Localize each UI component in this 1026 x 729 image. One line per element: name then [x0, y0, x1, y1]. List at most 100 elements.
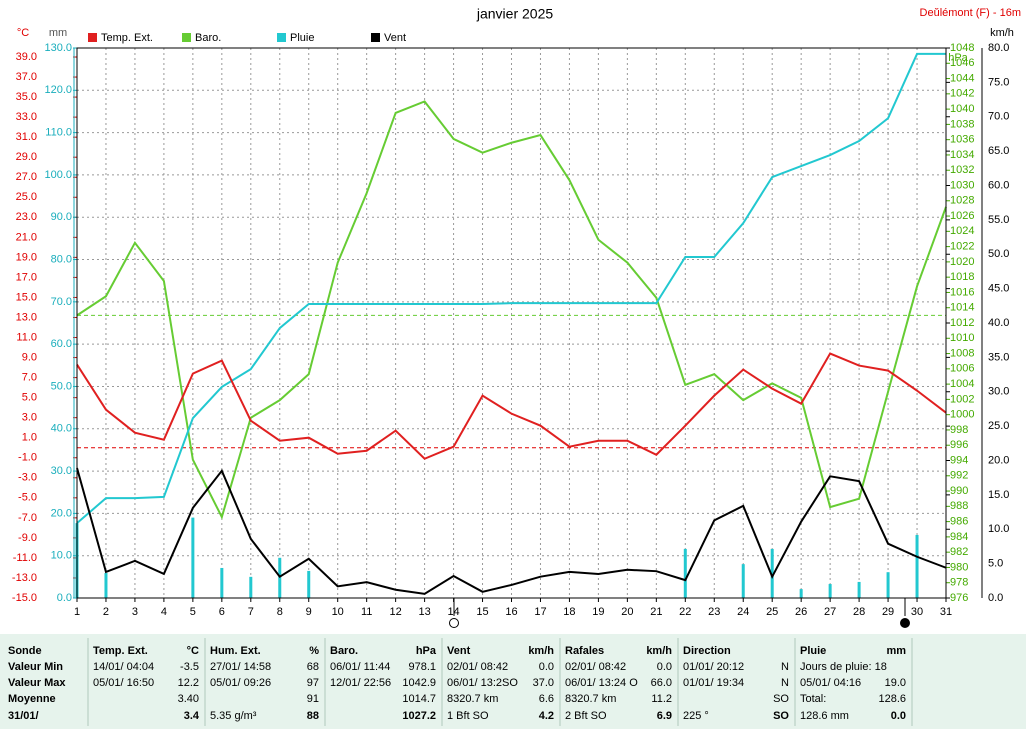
pressure-tick-label: 1004 [950, 378, 974, 390]
x-tick-label: 25 [766, 606, 778, 618]
rain-bar [220, 567, 224, 598]
table-unit: hPa [416, 645, 437, 657]
x-tick-label: 26 [795, 606, 807, 618]
temp-tick-label: 19.0 [16, 251, 37, 263]
table-header: Temp. Ext. [93, 645, 148, 657]
station-name: Deŭlémont (F) - 16m [920, 7, 1021, 19]
pressure-tick-label: 986 [950, 516, 968, 528]
x-tick-label: 28 [853, 606, 865, 618]
table-cell: 1 Bft SO [447, 710, 489, 722]
table-unit: km/h [646, 645, 672, 657]
wind-tick-label: 55.0 [988, 214, 1009, 226]
table-cell: 978.1 [408, 661, 436, 673]
table-cell: 66.0 [651, 677, 672, 689]
x-tick-label: 8 [277, 606, 283, 618]
x-tick-label: 20 [621, 606, 633, 618]
wind-tick-label: 35.0 [988, 351, 1009, 363]
x-tick-label: 9 [306, 606, 312, 618]
series-line [76, 467, 947, 595]
x-tick-label: 16 [505, 606, 517, 618]
pressure-tick-label: 1002 [950, 393, 974, 405]
table-unit: km/h [528, 645, 554, 657]
wind-tick-label: 15.0 [988, 489, 1009, 501]
table-cell: 05/01/ 09:26 [210, 677, 271, 689]
pressure-tick-label: 1000 [950, 409, 974, 421]
temp-tick-label: -1.0 [18, 452, 37, 464]
temp-tick-label: 35.0 [16, 91, 37, 103]
table-cell: 06/01/ 13:2SO [447, 677, 518, 689]
temp-tick-label: 23.0 [16, 211, 37, 223]
pressure-tick-label: 996 [950, 439, 968, 451]
temp-tick-label: 27.0 [16, 171, 37, 183]
x-tick-label: 10 [332, 606, 344, 618]
table-cell: 2 Bft SO [565, 710, 607, 722]
table-cell: 8320.7 km [565, 693, 616, 705]
plot-frame [76, 47, 947, 599]
legend-label: Baro. [195, 32, 221, 44]
table-cell: Valeur Max [8, 677, 66, 689]
table-cell: N [781, 661, 789, 673]
table-cell: Total: [800, 693, 826, 705]
temp-tick-label: -7.0 [18, 512, 37, 524]
temp-tick-label: 37.0 [16, 71, 37, 83]
table-cell: 1042.9 [402, 677, 436, 689]
pressure-tick-label: 976 [950, 592, 968, 604]
wind-tick-label: 30.0 [988, 386, 1009, 398]
table-cell: 1014.7 [402, 693, 436, 705]
table-cell: 05/01/ 04:16 [800, 677, 861, 689]
legend-label: Temp. Ext. [101, 32, 153, 44]
table-cell: 31/01/ [8, 710, 39, 722]
x-tick-label: 2 [103, 606, 109, 618]
table-cell: 128.6 [878, 693, 906, 705]
temp-tick-label: -15.0 [12, 592, 37, 604]
temp-axis-label: °C [17, 27, 29, 39]
table-unit: °C [187, 645, 199, 657]
table-cell: 4.2 [539, 710, 554, 722]
table-cell: 6.6 [539, 693, 554, 705]
rain-tick-label: 100.0 [44, 169, 72, 181]
table-header: Baro. [330, 645, 358, 657]
rain-tick-label: 120.0 [44, 84, 72, 96]
table-cell: 225 ° [683, 710, 709, 722]
x-tick-label: 14 [447, 606, 459, 618]
rain-tick-label: 40.0 [51, 423, 72, 435]
temp-tick-label: -11.0 [13, 552, 37, 564]
table-cell: 06/01/ 13:24 O [565, 677, 638, 689]
table-header: Rafales [565, 645, 604, 657]
x-tick-label: 31 [940, 606, 952, 618]
temp-tick-label: 33.0 [16, 111, 37, 123]
x-tick-label: 1 [74, 606, 80, 618]
table-cell: 1027.2 [402, 710, 436, 722]
wind-tick-label: 75.0 [988, 76, 1009, 88]
table-cell: 68 [307, 661, 319, 673]
x-tick-label: 29 [882, 606, 894, 618]
rain-tick-label: 0.0 [57, 592, 72, 604]
table-cell: Valeur Min [8, 661, 63, 673]
temp-tick-label: 5.0 [22, 392, 37, 404]
table-cell: 91 [307, 693, 319, 705]
pressure-tick-label: 980 [950, 561, 968, 573]
temp-tick-label: 31.0 [16, 131, 37, 143]
pressure-tick-label: 1028 [950, 195, 974, 207]
rain-tick-label: 110.0 [45, 127, 72, 139]
wind-axis-label: km/h [990, 27, 1014, 39]
x-tick-label: 19 [592, 606, 604, 618]
x-tick-label: 21 [650, 606, 662, 618]
rain-bar [915, 534, 919, 598]
table-cell: 3.4 [184, 710, 200, 722]
table-cell: SO [773, 710, 789, 722]
pressure-tick-label: 1046 [950, 57, 974, 69]
series-line [76, 52, 946, 524]
moon-new [449, 618, 459, 628]
table-cell: N [781, 677, 789, 689]
pressure-tick-label: 992 [950, 470, 968, 482]
x-tick-label: 7 [248, 606, 254, 618]
x-tick-label: 6 [219, 606, 225, 618]
pressure-tick-label: 998 [950, 424, 968, 436]
series-line [76, 352, 947, 460]
temp-tick-label: 17.0 [16, 271, 37, 283]
table-header: Vent [447, 645, 471, 657]
temp-tick-label: 13.0 [16, 311, 37, 323]
table-cell: 19.0 [885, 677, 906, 689]
rain-bar [770, 548, 774, 598]
